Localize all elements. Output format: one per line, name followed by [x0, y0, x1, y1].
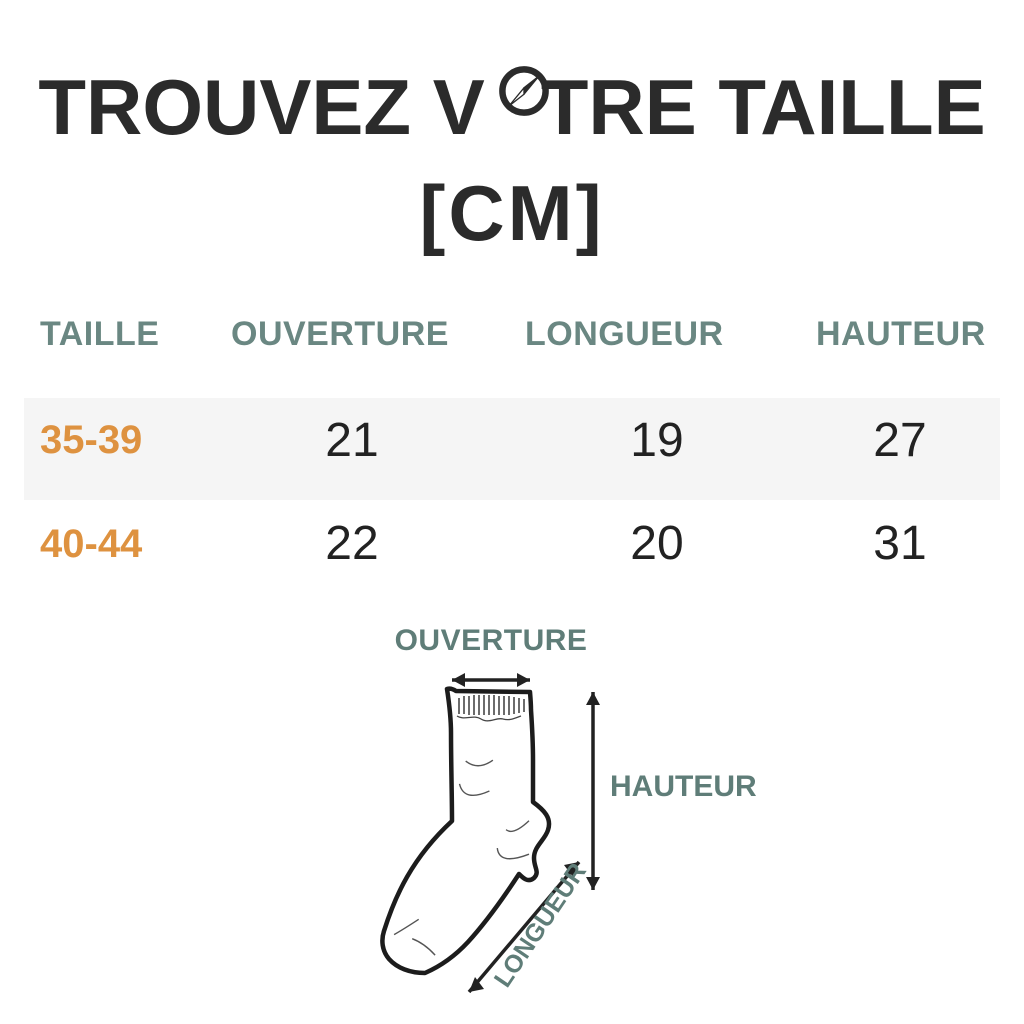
svg-text:HAUTEUR: HAUTEUR — [610, 770, 757, 803]
svg-text:OUVERTURE: OUVERTURE — [395, 624, 588, 657]
